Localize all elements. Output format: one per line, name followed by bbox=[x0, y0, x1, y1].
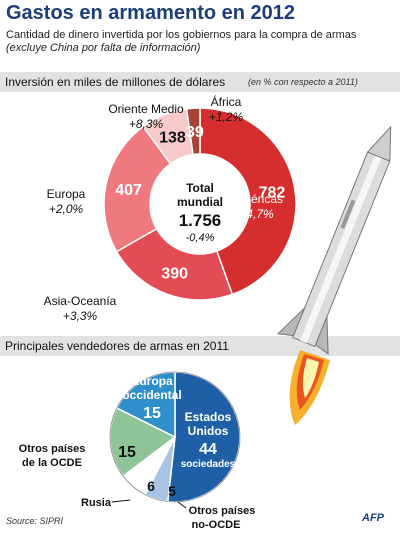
donut-value-label-africa: 39 bbox=[186, 124, 204, 141]
donut-value-label-asia-oceania: 390 bbox=[161, 265, 188, 282]
donut-category-label-oriente-medio: Oriente Medio bbox=[108, 102, 184, 116]
pie-unit-label: sociedades bbox=[181, 459, 236, 470]
donut-change-label-asia-oceania: +3,3% bbox=[63, 309, 98, 323]
donut-value-label-oriente-medio: 138 bbox=[159, 129, 186, 146]
pie-value-label-otros-paises-no-ocde: 5 bbox=[168, 483, 176, 499]
donut-slice-americas bbox=[199, 107, 297, 296]
donut-center-label-line1: Total bbox=[186, 181, 214, 195]
pie-category-label-estados-unidos-line1: Estados bbox=[185, 410, 232, 424]
pie-category-label-europa-occidental-line1: Europa bbox=[131, 374, 173, 388]
section-header-investment: Inversión en miles de millones de dólare… bbox=[0, 72, 400, 92]
donut-value-label-europa: 407 bbox=[115, 182, 142, 199]
subtitle-main: Cantidad de dinero invertida por los gob… bbox=[6, 29, 357, 41]
pie-category-label-otros-paises-de-la-ocde-line1: Otros países bbox=[19, 443, 86, 455]
pie-value-label-otros-paises-de-la-ocde: 15 bbox=[118, 444, 136, 461]
afp-logo: AFP bbox=[362, 512, 384, 524]
section-note-investment: (en % con respecto a 2011) bbox=[248, 77, 358, 87]
donut-change-label-americas: -4,7% bbox=[242, 207, 274, 221]
donut-change-label-oriente-medio: +8,3% bbox=[129, 117, 164, 131]
pie-category-label-rusia: Rusia bbox=[81, 497, 112, 509]
pie-value-label-rusia: 6 bbox=[147, 478, 155, 494]
page-subtitle: Cantidad de dinero invertida por los gob… bbox=[6, 29, 394, 55]
donut-category-label-asia-oceania: Asia-Oceanía bbox=[44, 294, 117, 308]
donut-value-label-americas: 782 bbox=[259, 185, 286, 202]
pie-category-label-otros-paises-de-la-ocde-line2: de la OCDE bbox=[22, 457, 82, 469]
donut-center-total-value: 1.756 bbox=[179, 211, 222, 230]
donut-category-label-europa: Europa bbox=[47, 187, 86, 201]
donut-change-label-africa: +1,2% bbox=[209, 110, 244, 124]
pie-category-label-otros-paises-no-ocde-line2: no-OCDE bbox=[192, 519, 241, 531]
donut-slice-asia-oceania bbox=[115, 227, 234, 301]
rocket-illustration bbox=[276, 125, 392, 425]
pie-category-label-otros-paises-no-ocde-line1: Otros países bbox=[189, 505, 256, 517]
section-label-sellers: Principales vendedores de armas en 2011 bbox=[5, 339, 229, 353]
donut-slice-europa bbox=[103, 125, 172, 253]
donut-category-label-africa: África bbox=[211, 94, 242, 109]
section-label-investment: Inversión en miles de millones de dólare… bbox=[5, 75, 226, 89]
donut-center-change: -0,4% bbox=[186, 232, 215, 244]
pie-category-label-estados-unidos-line2: Unidos bbox=[188, 424, 229, 438]
pie-value-label-estados-unidos: 44 bbox=[199, 441, 217, 458]
pie-value-label-europa-occidental: 15 bbox=[143, 405, 161, 422]
source-note: Source: SIPRI bbox=[6, 516, 64, 526]
donut-slice-africa bbox=[185, 107, 201, 156]
page-title: Gastos en armamento en 2012 bbox=[6, 2, 296, 24]
subtitle-note: (excluye China por falta de información) bbox=[6, 42, 201, 54]
donut-change-label-europa: +2,0% bbox=[49, 202, 84, 216]
pie-category-label-europa-occidental-line2: occidental bbox=[122, 388, 181, 402]
donut-center-label-line2: mundial bbox=[177, 195, 223, 209]
donut-category-label-americas: Américas bbox=[233, 192, 283, 206]
